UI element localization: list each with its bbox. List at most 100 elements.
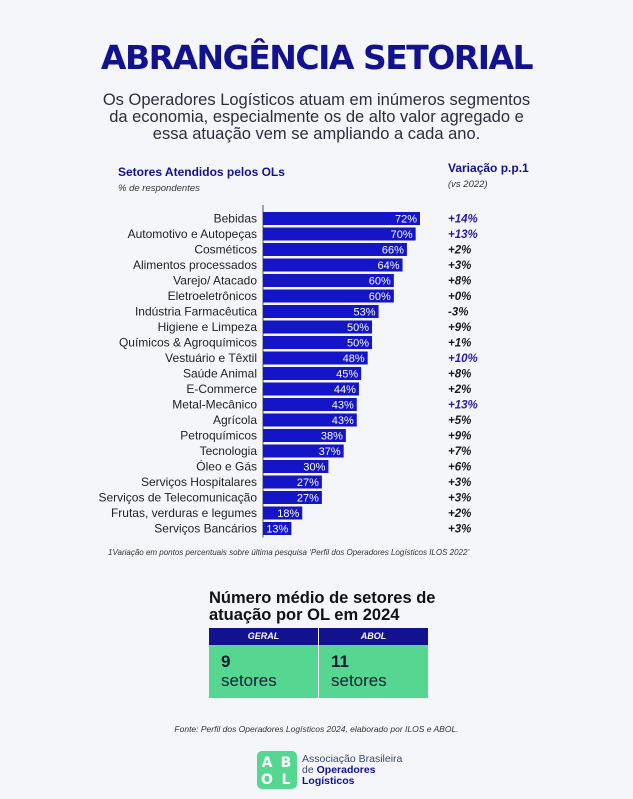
bar-value-label: 50% — [347, 322, 369, 334]
page-subtitle: Os Operadores Logísticos atuam em inúmer… — [102, 91, 531, 143]
category-label: Alimentos processados — [133, 258, 257, 272]
bar — [263, 305, 379, 318]
logo-letter-l: L — [282, 772, 291, 788]
bar-value-label: 38% — [321, 431, 343, 443]
logo-line-1: Associação Brasileira — [302, 753, 403, 765]
variation-label: +0% — [448, 291, 471, 303]
category-label: Agrícola — [213, 413, 257, 427]
bar-value-label: 48% — [343, 353, 365, 365]
variation-label: +9% — [448, 322, 471, 334]
chart-header-left: Setores Atendidos pelos OLs % de respond… — [118, 165, 285, 194]
variation-label: +10% — [448, 353, 478, 365]
bar — [263, 460, 329, 473]
category-label: Serviços Hospitalares — [141, 475, 257, 489]
category-label: Químicos & Agroquímicos — [119, 336, 257, 350]
category-label: Petroquímicos — [180, 429, 257, 443]
bar — [263, 367, 362, 380]
variation-label: +3% — [448, 477, 471, 489]
bar — [263, 212, 420, 225]
bar-value-label: 72% — [395, 214, 417, 226]
bar — [263, 320, 373, 334]
bar — [263, 506, 303, 520]
bar-value-label: 64% — [378, 260, 400, 272]
bar-value-label: 45% — [336, 369, 358, 381]
variation-label: +8% — [448, 369, 471, 381]
variation-label: +2% — [448, 508, 471, 520]
bar-value-label: 30% — [303, 462, 325, 474]
bar-value-label: 43% — [332, 400, 354, 412]
logo-line-3: Logísticos — [302, 775, 355, 787]
bar — [263, 289, 394, 303]
footnote: 1Variação em pontos percentuais sobre úl… — [108, 548, 470, 557]
variation-subtitle: (vs 2022) — [448, 179, 488, 190]
logo-letter-o: O — [261, 772, 273, 788]
category-label: Eletroeletrônicos — [168, 289, 257, 303]
chart-unit-label: % de respondentes — [118, 183, 200, 194]
bar-value-label: 60% — [369, 276, 391, 288]
category-label: E-Commerce — [186, 382, 257, 396]
variation-label: -3% — [448, 307, 468, 319]
bar — [263, 398, 357, 411]
bar — [263, 336, 373, 349]
bar-value-label: 43% — [332, 415, 354, 427]
logo-letter-b: B — [281, 755, 292, 771]
chart-title: Setores Atendidos pelos OLs — [118, 165, 285, 179]
bar-value-label: 53% — [354, 307, 376, 319]
abol-logo-text: Associação Brasileira de Operadores Logí… — [302, 754, 402, 787]
bar — [263, 351, 368, 365]
page-title: ABRANGÊNCIA SETORIAL — [100, 38, 534, 77]
summary-card-unit: setores — [331, 671, 387, 690]
bar-value-label: 44% — [334, 384, 356, 396]
variation-title: Variação p.p.1 — [448, 161, 529, 175]
category-label: Cosméticos — [194, 243, 257, 257]
category-label: Serviços de Telecomunicação — [98, 491, 257, 505]
abol-logo-mark: A B O L — [257, 751, 297, 789]
category-label: Saúde Animal — [183, 367, 257, 381]
category-label: Metal-Mecânico — [172, 398, 257, 412]
logo-line-2-bold: Operadores — [316, 764, 376, 776]
variation-label: +14% — [448, 214, 478, 226]
category-label: Indústria Farmacêutica — [135, 305, 257, 319]
variation-label: +5% — [448, 415, 471, 427]
bar — [263, 444, 344, 458]
bar-value-label: 66% — [382, 245, 404, 257]
bar-value-label: 60% — [369, 291, 391, 303]
summary-card-geral: GERAL 9 setores — [209, 628, 318, 698]
logo-line-2-prefix: de — [302, 764, 314, 776]
category-label: Serviços Bancários — [154, 522, 257, 536]
source-note: Fonte: Perfil dos Operadores Logísticos … — [174, 724, 459, 734]
summary-card-number: 9 — [221, 652, 231, 671]
bar — [263, 429, 346, 442]
bar-value-label: 18% — [277, 508, 299, 520]
variation-label: +2% — [448, 245, 471, 257]
variation-label: +1% — [448, 338, 471, 350]
category-label: Tecnologia — [200, 444, 258, 458]
bar — [263, 491, 322, 504]
chart-header-right: Variação p.p.1 (vs 2022) — [448, 161, 529, 190]
summary-card-label: ABOL — [319, 628, 428, 645]
logo-letter-a: A — [262, 755, 273, 771]
variation-label: +3% — [448, 493, 471, 505]
variation-label: +9% — [448, 431, 471, 443]
sectors-bar-chart: Bebidas 72% +14% Automotivo e Autopeças 70% +… — [98, 205, 478, 538]
variation-label: +2% — [448, 384, 471, 396]
bar-value-label: 37% — [319, 446, 341, 458]
bar-value-label: 70% — [391, 229, 413, 241]
variation-label: +13% — [448, 229, 478, 241]
summary-card-number: 11 — [331, 652, 349, 671]
variation-label: +8% — [448, 276, 471, 288]
bar-value-label: 27% — [297, 477, 319, 489]
category-label: Bebidas — [214, 212, 257, 226]
summary-title: Número médio de setores de atuação por O… — [209, 589, 436, 624]
category-label: Automotivo e Autopeças — [128, 227, 257, 241]
category-label: Vestuário e Têxtil — [165, 351, 257, 365]
variation-label: +6% — [448, 462, 471, 474]
bar — [263, 413, 357, 427]
variation-label: +3% — [448, 524, 471, 536]
bar — [263, 227, 416, 241]
bar-value-label: 13% — [266, 524, 288, 536]
summary-card-unit: setores — [221, 671, 277, 690]
variation-label: +3% — [448, 260, 471, 272]
bar — [263, 274, 394, 287]
bar-value-label: 50% — [347, 338, 369, 350]
